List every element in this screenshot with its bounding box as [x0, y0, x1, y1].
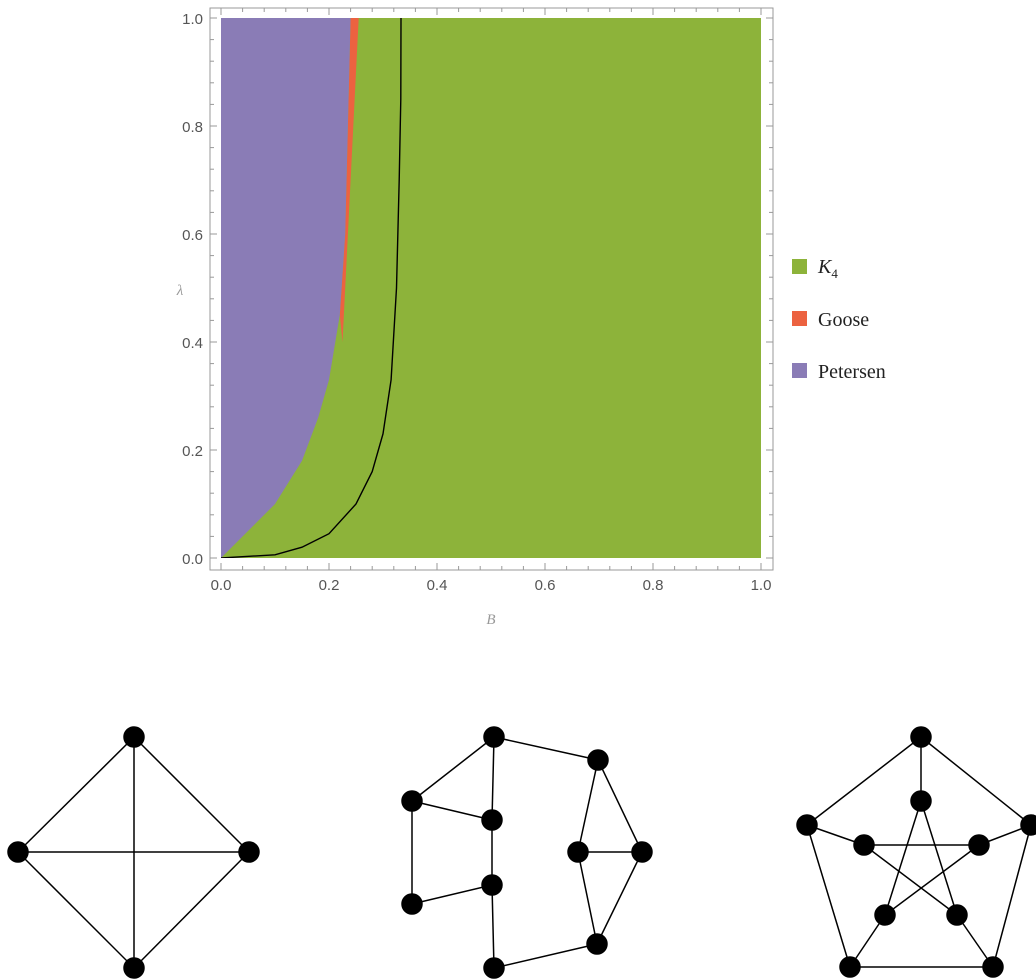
graph-edge [863, 844, 958, 916]
graph-vertex [874, 904, 896, 926]
legend-label-petersen: Petersen [818, 361, 886, 383]
graph-goose [401, 726, 653, 979]
graph-k4 [7, 726, 260, 979]
graph-vertex [238, 841, 260, 863]
x-tick-label: 0.2 [319, 577, 340, 594]
heatmap-plot: 0.0 0.2 0.4 0.6 0.8 1.0 0.0 0.2 0.4 0.6 … [176, 7, 774, 628]
graph-edge [491, 884, 495, 969]
y-tick-label: 0.4 [182, 335, 203, 352]
graph-vertex [910, 726, 932, 748]
x-tick-label: 0.6 [535, 577, 556, 594]
graph-vertex [481, 809, 503, 831]
graph-edge [17, 851, 135, 969]
y-tick-label: 0.6 [182, 227, 203, 244]
graph-edge [493, 736, 599, 761]
graph-vertex [401, 893, 423, 915]
y-tick-label: 0.0 [182, 551, 203, 568]
graph-edge [806, 736, 922, 826]
graph-edge [133, 851, 250, 969]
graph-vertex [946, 904, 968, 926]
graph-edge [133, 736, 250, 853]
x-tick-label: 0.8 [643, 577, 664, 594]
legend-swatch-petersen [792, 363, 807, 378]
legend-label-goose: Goose [818, 309, 869, 331]
y-axis-label: λ [176, 283, 184, 299]
graph-edge [596, 851, 643, 945]
graph-vertex [483, 726, 505, 748]
graph-vertex [481, 874, 503, 896]
y-tick-labels: 0.0 0.2 0.4 0.6 0.8 1.0 [182, 11, 203, 568]
graph-edge [920, 800, 958, 916]
legend-swatch-goose [792, 311, 807, 326]
graph-vertex [123, 957, 145, 979]
graph-edge [577, 851, 598, 945]
graph-edge [493, 943, 598, 969]
graph-edge [597, 759, 643, 853]
y-tick-label: 0.8 [182, 119, 203, 136]
graph-vertex [839, 956, 861, 978]
graph-edge [992, 824, 1032, 968]
legend-item-k4: K4 [792, 256, 838, 281]
legend-label-k4: K4 [817, 256, 838, 281]
graph-edge [884, 800, 922, 916]
legend: K4 Goose Petersen [792, 256, 886, 383]
graph-vertex [982, 956, 1004, 978]
x-tick-label: 0.0 [211, 577, 232, 594]
graph-vertex [968, 834, 990, 856]
boundary-curve [221, 18, 402, 558]
legend-item-petersen: Petersen [792, 361, 886, 383]
graph-vertex [587, 749, 609, 771]
graph-edge [491, 736, 495, 821]
graph-vertex [796, 814, 818, 836]
graph-vertex [483, 957, 505, 979]
graph-edge [17, 736, 135, 853]
graph-edge [411, 884, 493, 905]
tick-marks [210, 8, 773, 570]
y-tick-label: 1.0 [182, 11, 203, 28]
graph-vertex [567, 841, 589, 863]
graph-vertex [910, 790, 932, 812]
graph-edge [884, 844, 980, 916]
graph-petersen [796, 726, 1036, 978]
graph-edge [411, 736, 495, 802]
graph-vertex [7, 841, 29, 863]
graph-vertex [1020, 814, 1036, 836]
y-tick-label: 0.2 [182, 443, 203, 460]
graph-vertex [853, 834, 875, 856]
x-tick-label: 0.4 [427, 577, 448, 594]
legend-swatch-k4 [792, 259, 807, 274]
graph-vertex [631, 841, 653, 863]
x-tick-label: 1.0 [751, 577, 772, 594]
x-axis-label: B [486, 612, 495, 628]
graph-edge [411, 800, 493, 821]
graph-edge [577, 759, 599, 853]
graph-edge [920, 736, 1032, 826]
region-petersen [221, 18, 351, 558]
plot-frame [209, 7, 774, 571]
x-tick-labels: 0.0 0.2 0.4 0.6 0.8 1.0 [211, 577, 772, 594]
graph-vertex [123, 726, 145, 748]
graph-vertex [586, 933, 608, 955]
graph-vertex [401, 790, 423, 812]
graph-edge [806, 824, 851, 968]
region-goose [339, 18, 359, 342]
legend-item-goose: Goose [792, 309, 869, 331]
